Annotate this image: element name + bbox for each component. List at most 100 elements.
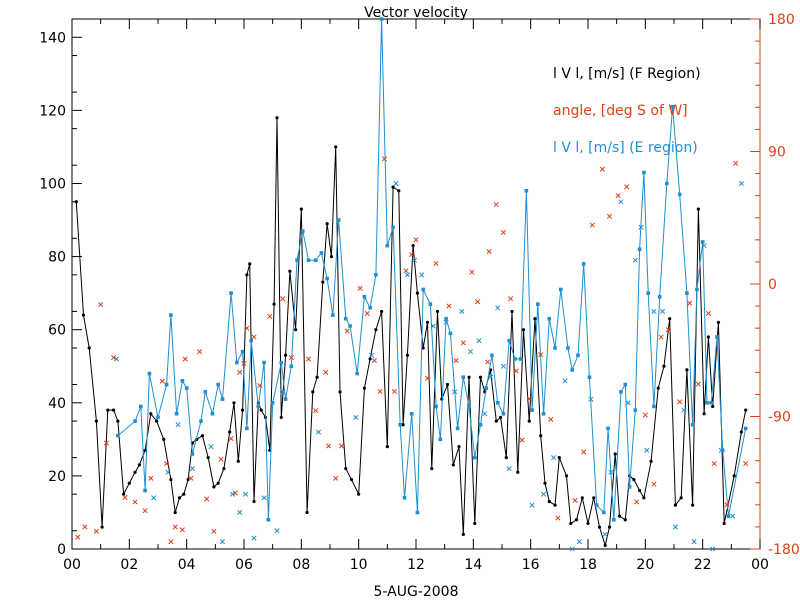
data-point — [443, 319, 449, 325]
data-point — [677, 399, 683, 405]
data-point — [718, 447, 724, 453]
data-point — [415, 510, 420, 515]
data-point — [252, 499, 256, 504]
data-point — [547, 316, 552, 321]
data-point — [592, 496, 596, 500]
data-point — [601, 510, 606, 515]
x-tick-label: 20 — [636, 557, 654, 573]
data-point — [168, 539, 174, 545]
data-point — [581, 449, 587, 455]
data-point — [212, 485, 216, 489]
data-point — [348, 324, 352, 328]
data-point — [331, 313, 335, 317]
data-point — [143, 448, 147, 452]
data-point — [705, 400, 709, 405]
data-point — [642, 170, 646, 175]
data-point — [377, 388, 383, 395]
data-point — [148, 475, 154, 481]
data-point — [659, 308, 666, 314]
data-point — [133, 470, 137, 474]
data-point — [730, 513, 736, 519]
data-point — [564, 474, 569, 478]
data-point — [580, 496, 584, 500]
data-point — [374, 273, 378, 277]
data-point — [385, 445, 389, 449]
data-point — [690, 422, 695, 427]
data-point — [484, 386, 489, 390]
data-point — [649, 459, 653, 463]
data-point — [623, 518, 627, 522]
data-point — [576, 539, 582, 545]
data-point — [739, 430, 743, 434]
data-point — [526, 396, 532, 402]
data-point — [569, 546, 575, 552]
data-point — [300, 229, 305, 233]
data-point — [411, 244, 415, 248]
data-point — [219, 539, 226, 545]
legend-entry: l V l, [m/s] (E region) — [553, 140, 698, 156]
data-point — [695, 287, 699, 292]
data-point — [401, 423, 405, 427]
data-point — [177, 496, 182, 500]
data-point — [744, 408, 748, 412]
data-point — [530, 408, 534, 412]
data-point — [106, 408, 110, 412]
data-point — [164, 382, 169, 387]
data-point — [274, 528, 280, 534]
data-point — [232, 401, 236, 405]
data-point — [539, 434, 543, 438]
data-point — [259, 408, 263, 412]
data-point — [632, 477, 636, 482]
data-point — [681, 407, 687, 413]
data-point — [701, 243, 707, 249]
data-point — [673, 503, 678, 507]
data-point — [315, 375, 319, 379]
data-point — [685, 291, 689, 295]
data-point — [172, 524, 178, 530]
data-point — [313, 408, 319, 414]
data-point — [329, 254, 334, 259]
data-point — [478, 422, 483, 427]
data-point — [325, 222, 329, 226]
data-point — [280, 389, 286, 395]
data-point — [633, 408, 638, 412]
data-point — [338, 390, 342, 394]
data-point — [326, 443, 332, 449]
data-point — [566, 346, 570, 350]
data-point — [586, 521, 590, 526]
x-tick-label: 22 — [694, 557, 712, 573]
data-point — [430, 323, 436, 329]
data-point — [581, 262, 586, 266]
data-point — [100, 525, 104, 529]
data-point — [691, 539, 697, 545]
data-point — [435, 309, 440, 314]
data-point — [548, 416, 554, 422]
data-point — [368, 357, 372, 361]
data-point — [256, 404, 261, 409]
data-point — [656, 386, 660, 390]
data-point — [508, 296, 514, 302]
data-point — [313, 258, 318, 263]
x-axis-label: 5-AUG-2008 — [373, 584, 458, 600]
data-point — [262, 360, 266, 365]
data-point — [232, 490, 238, 496]
data-point — [516, 470, 520, 474]
data-point — [229, 491, 236, 497]
data-point — [415, 291, 420, 295]
data-point — [677, 192, 682, 197]
data-point — [642, 496, 646, 500]
data-point — [116, 419, 120, 423]
data-point — [353, 414, 359, 420]
data-point — [469, 269, 475, 275]
data-point — [722, 521, 726, 526]
data-point — [203, 390, 208, 394]
data-point — [597, 525, 602, 529]
data-point — [257, 383, 263, 389]
data-point — [182, 356, 188, 362]
data-point — [236, 459, 240, 463]
data-point — [513, 357, 517, 361]
y-right-axis: -180 -90 0 90 180 — [750, 12, 800, 558]
data-point — [190, 452, 195, 456]
data-point — [261, 495, 267, 501]
data-point — [175, 422, 181, 428]
